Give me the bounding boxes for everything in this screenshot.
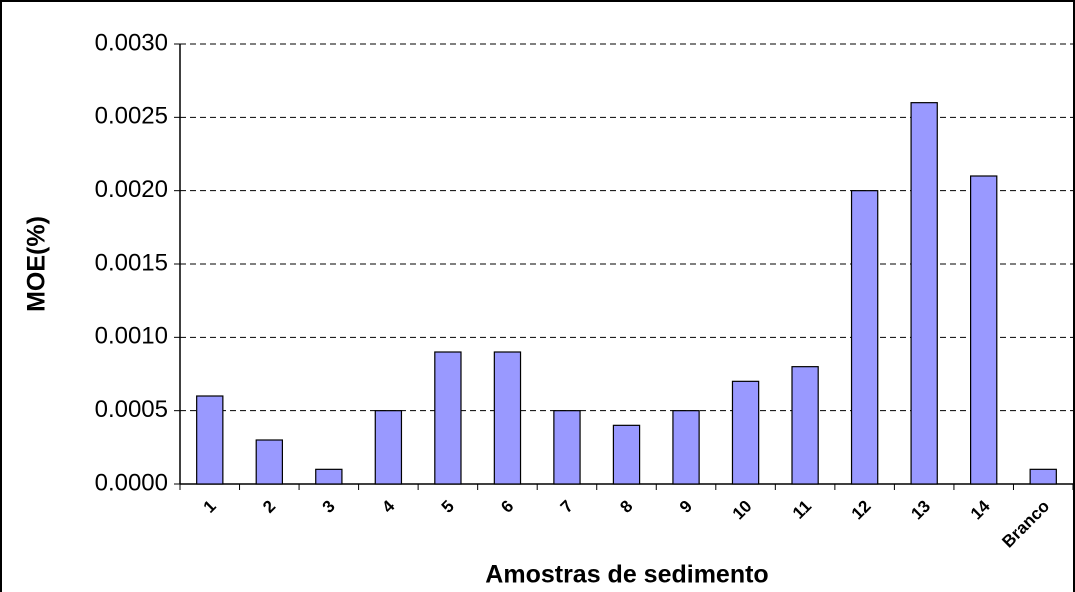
y-tick-label: 0.0015 — [95, 249, 168, 276]
bar — [493, 351, 522, 485]
bar — [315, 468, 343, 485]
bar — [255, 439, 283, 485]
y-axis-label: MOE(%) — [23, 216, 51, 312]
bar — [434, 351, 462, 485]
bar — [970, 175, 998, 485]
bar — [612, 424, 641, 485]
y-tick-label: 0.0030 — [95, 29, 168, 56]
bar — [791, 366, 819, 485]
bar — [1029, 468, 1057, 485]
y-tick-label: 0.0025 — [95, 103, 168, 130]
bar — [850, 190, 879, 485]
y-tick-label: 0.0000 — [95, 469, 168, 496]
bar — [731, 380, 760, 485]
bar — [672, 410, 700, 485]
y-tick-label: 0.0005 — [95, 396, 168, 423]
bar — [374, 410, 403, 485]
y-tick-label: 0.0020 — [95, 176, 168, 203]
bar — [910, 102, 938, 485]
x-axis-label: Amostras de sedimento — [485, 561, 768, 589]
bar — [553, 410, 581, 485]
bar — [196, 395, 224, 485]
y-tick-label: 0.0010 — [95, 323, 168, 350]
